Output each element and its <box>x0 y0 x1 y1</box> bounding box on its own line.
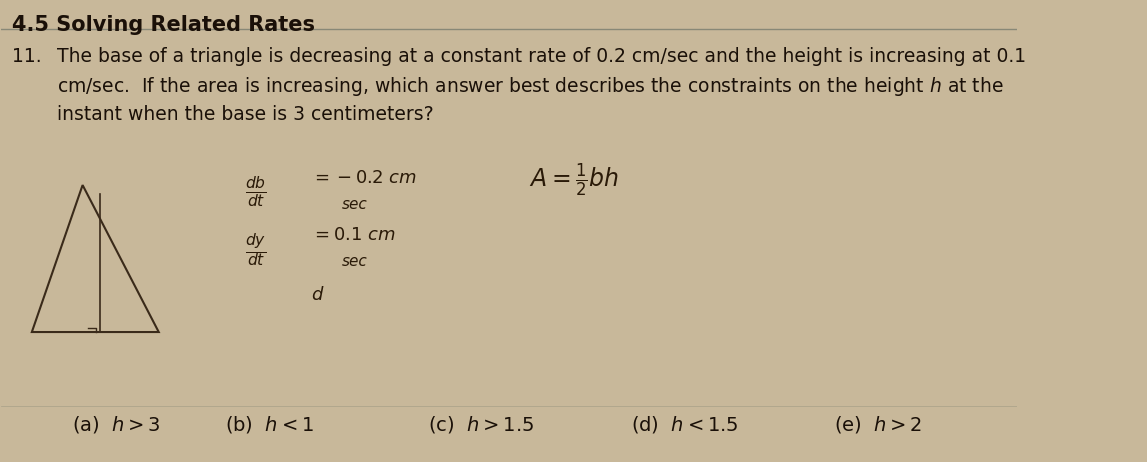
Text: (a)  $h > 3$: (a) $h > 3$ <box>72 414 161 435</box>
Text: $= 0.1$ cm: $= 0.1$ cm <box>311 226 396 244</box>
Text: (c)  $h > 1.5$: (c) $h > 1.5$ <box>428 414 533 435</box>
Text: 11.: 11. <box>11 47 41 67</box>
Text: The base of a triangle is decreasing at a constant rate of 0.2 cm/sec and the he: The base of a triangle is decreasing at … <box>57 47 1027 124</box>
Text: $\frac{db}{dt}$: $\frac{db}{dt}$ <box>245 174 267 208</box>
Text: (d)  $h < 1.5$: (d) $h < 1.5$ <box>631 414 739 435</box>
Text: $A = \frac{1}{2}bh$: $A = \frac{1}{2}bh$ <box>529 162 619 200</box>
Text: sec: sec <box>342 196 367 212</box>
Text: sec: sec <box>342 254 367 269</box>
Text: $d$: $d$ <box>311 286 325 304</box>
Text: $= -0.2$ cm: $= -0.2$ cm <box>311 169 416 187</box>
Text: 4.5 Solving Related Rates: 4.5 Solving Related Rates <box>11 15 314 35</box>
Text: (e)  $h > 2$: (e) $h > 2$ <box>834 414 922 435</box>
Text: $\frac{dy}{dt}$: $\frac{dy}{dt}$ <box>245 231 266 269</box>
Text: (b)  $h < 1$: (b) $h < 1$ <box>225 414 313 435</box>
